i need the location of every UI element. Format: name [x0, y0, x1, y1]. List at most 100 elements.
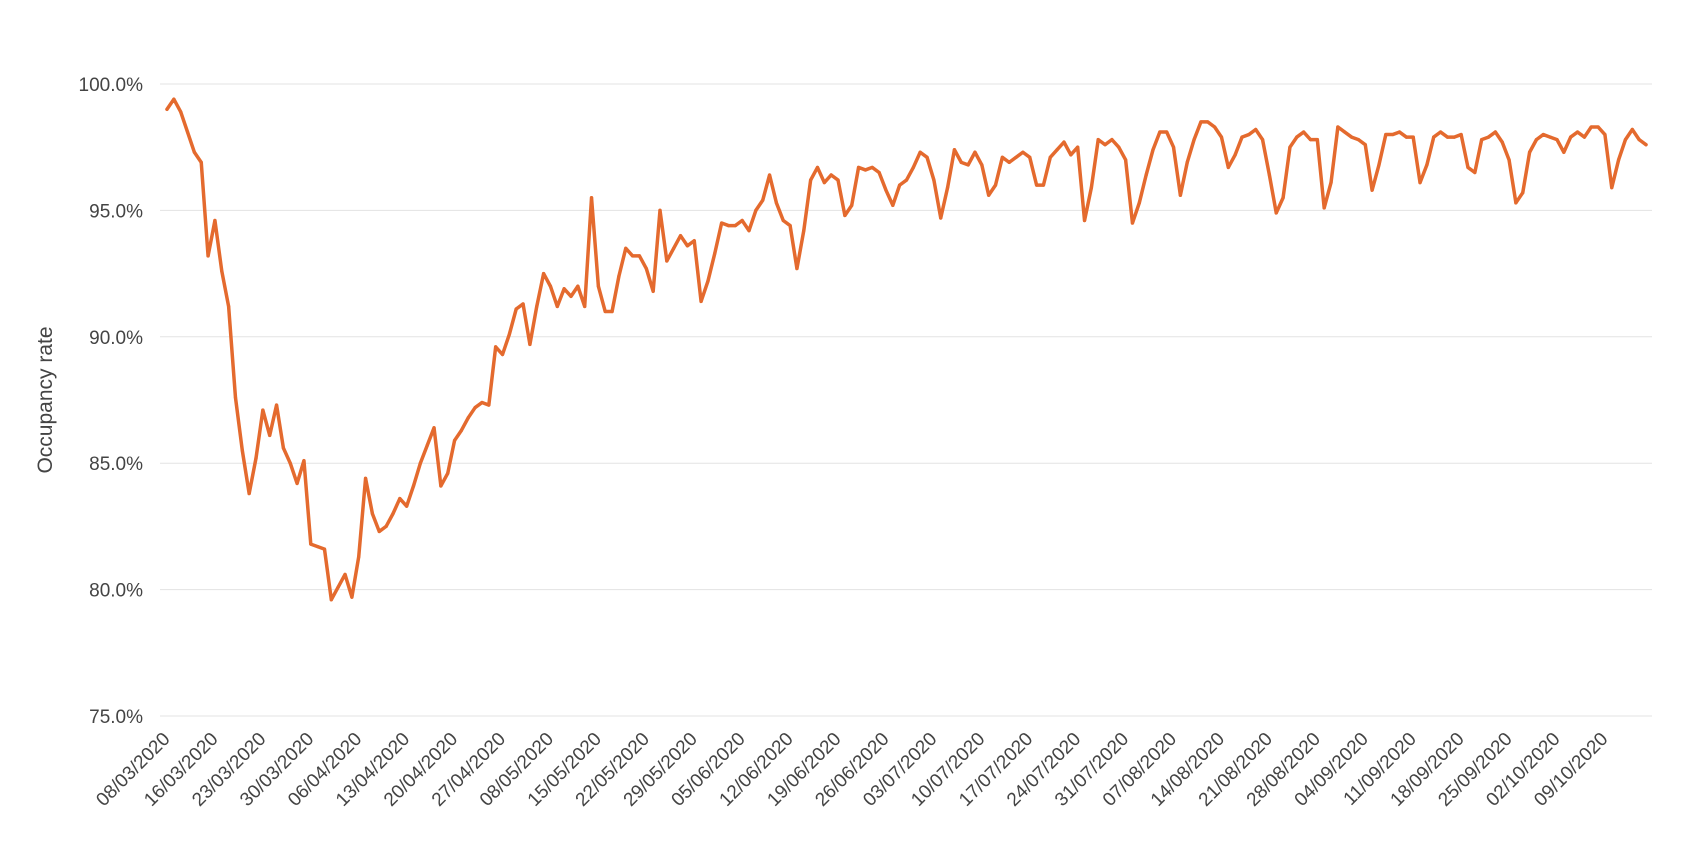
data-point	[473, 405, 477, 410]
data-point	[904, 178, 909, 182]
data-point	[569, 294, 573, 298]
data-point	[678, 234, 683, 238]
data-point	[713, 251, 717, 255]
data-point	[1035, 183, 1039, 187]
data-point	[268, 433, 272, 437]
data-point	[945, 186, 950, 190]
data-point	[856, 165, 861, 170]
data-point	[1336, 125, 1340, 129]
data-point	[1562, 150, 1566, 154]
data-point	[288, 461, 292, 465]
data-point	[500, 352, 505, 357]
data-point	[1315, 138, 1319, 142]
data-point	[363, 476, 368, 480]
data-point	[1589, 125, 1593, 129]
data-point	[1130, 221, 1135, 225]
data-point	[596, 284, 600, 288]
data-point	[631, 254, 635, 258]
data-point	[829, 173, 833, 177]
data-point	[788, 223, 792, 228]
data-point	[583, 304, 587, 309]
data-point	[370, 512, 375, 516]
series-layer	[165, 97, 1648, 602]
data-point	[795, 266, 799, 271]
data-point	[439, 484, 443, 488]
data-point	[1356, 138, 1361, 142]
data-point	[850, 203, 854, 207]
data-point	[350, 595, 354, 599]
data-point	[761, 198, 765, 202]
data-point	[480, 400, 484, 405]
data-point	[1158, 130, 1162, 134]
data-point	[774, 201, 779, 205]
data-point	[1603, 132, 1607, 137]
data-point	[199, 160, 203, 164]
data-point	[391, 512, 395, 516]
data-point	[192, 150, 196, 154]
x-axis-ticks: 08/03/202016/03/202023/03/202030/03/2020…	[92, 729, 1612, 811]
data-point	[1363, 143, 1367, 147]
data-point	[487, 403, 491, 407]
gridlines	[160, 83, 1652, 717]
data-point	[1548, 135, 1552, 139]
series-line-occupancy	[165, 97, 1648, 602]
data-point	[589, 196, 594, 200]
data-point	[528, 342, 532, 346]
y-tick-label: 80.0%	[89, 581, 143, 602]
data-point	[220, 269, 224, 273]
data-point	[1480, 138, 1484, 142]
data-point	[172, 97, 176, 101]
data-point	[1486, 135, 1491, 139]
data-point	[1267, 173, 1271, 177]
data-point	[295, 481, 299, 486]
data-point	[1165, 130, 1169, 134]
y-tick-label: 100.0%	[79, 75, 144, 96]
data-point	[357, 555, 361, 559]
data-point	[1213, 125, 1217, 129]
y-tick-label: 95.0%	[89, 201, 143, 222]
data-point	[336, 585, 340, 589]
data-point	[548, 284, 553, 288]
data-point	[452, 438, 457, 443]
data-point	[1466, 165, 1470, 170]
data-point	[1370, 188, 1374, 192]
data-point	[706, 279, 710, 283]
data-point	[1096, 138, 1100, 142]
data-point	[240, 448, 244, 453]
data-point	[1281, 196, 1285, 200]
data-point	[1274, 211, 1278, 215]
data-point	[822, 180, 826, 185]
data-point	[1391, 132, 1395, 137]
y-axis-title: Occupancy rate	[34, 326, 57, 473]
data-point	[405, 504, 409, 508]
data-point	[1062, 140, 1066, 144]
data-point	[1007, 160, 1011, 164]
data-point	[699, 299, 703, 304]
data-point	[1192, 138, 1196, 142]
data-point	[165, 107, 169, 111]
data-point	[665, 259, 669, 263]
data-point	[1569, 135, 1573, 139]
data-point	[877, 170, 881, 175]
data-point	[1473, 170, 1477, 175]
data-point	[1637, 138, 1641, 142]
data-point	[411, 484, 416, 488]
data-point	[1514, 201, 1518, 205]
data-point	[809, 178, 813, 182]
data-point	[1575, 130, 1580, 134]
data-point	[1308, 138, 1313, 142]
data-point	[1425, 163, 1429, 167]
data-point	[446, 471, 450, 475]
data-point	[227, 304, 231, 309]
data-point	[603, 309, 607, 314]
data-point	[651, 289, 655, 293]
data-point	[672, 246, 676, 250]
data-point	[1171, 145, 1176, 149]
y-axis-ticks: 75.0% 80.0% 85.0% 90.0% 95.0% 100.0%	[79, 75, 144, 728]
y-tick-label: 85.0%	[89, 454, 143, 475]
data-point	[1028, 155, 1032, 159]
data-point	[1302, 130, 1306, 134]
data-point	[952, 148, 957, 152]
data-point	[980, 163, 984, 167]
data-point	[418, 461, 422, 465]
